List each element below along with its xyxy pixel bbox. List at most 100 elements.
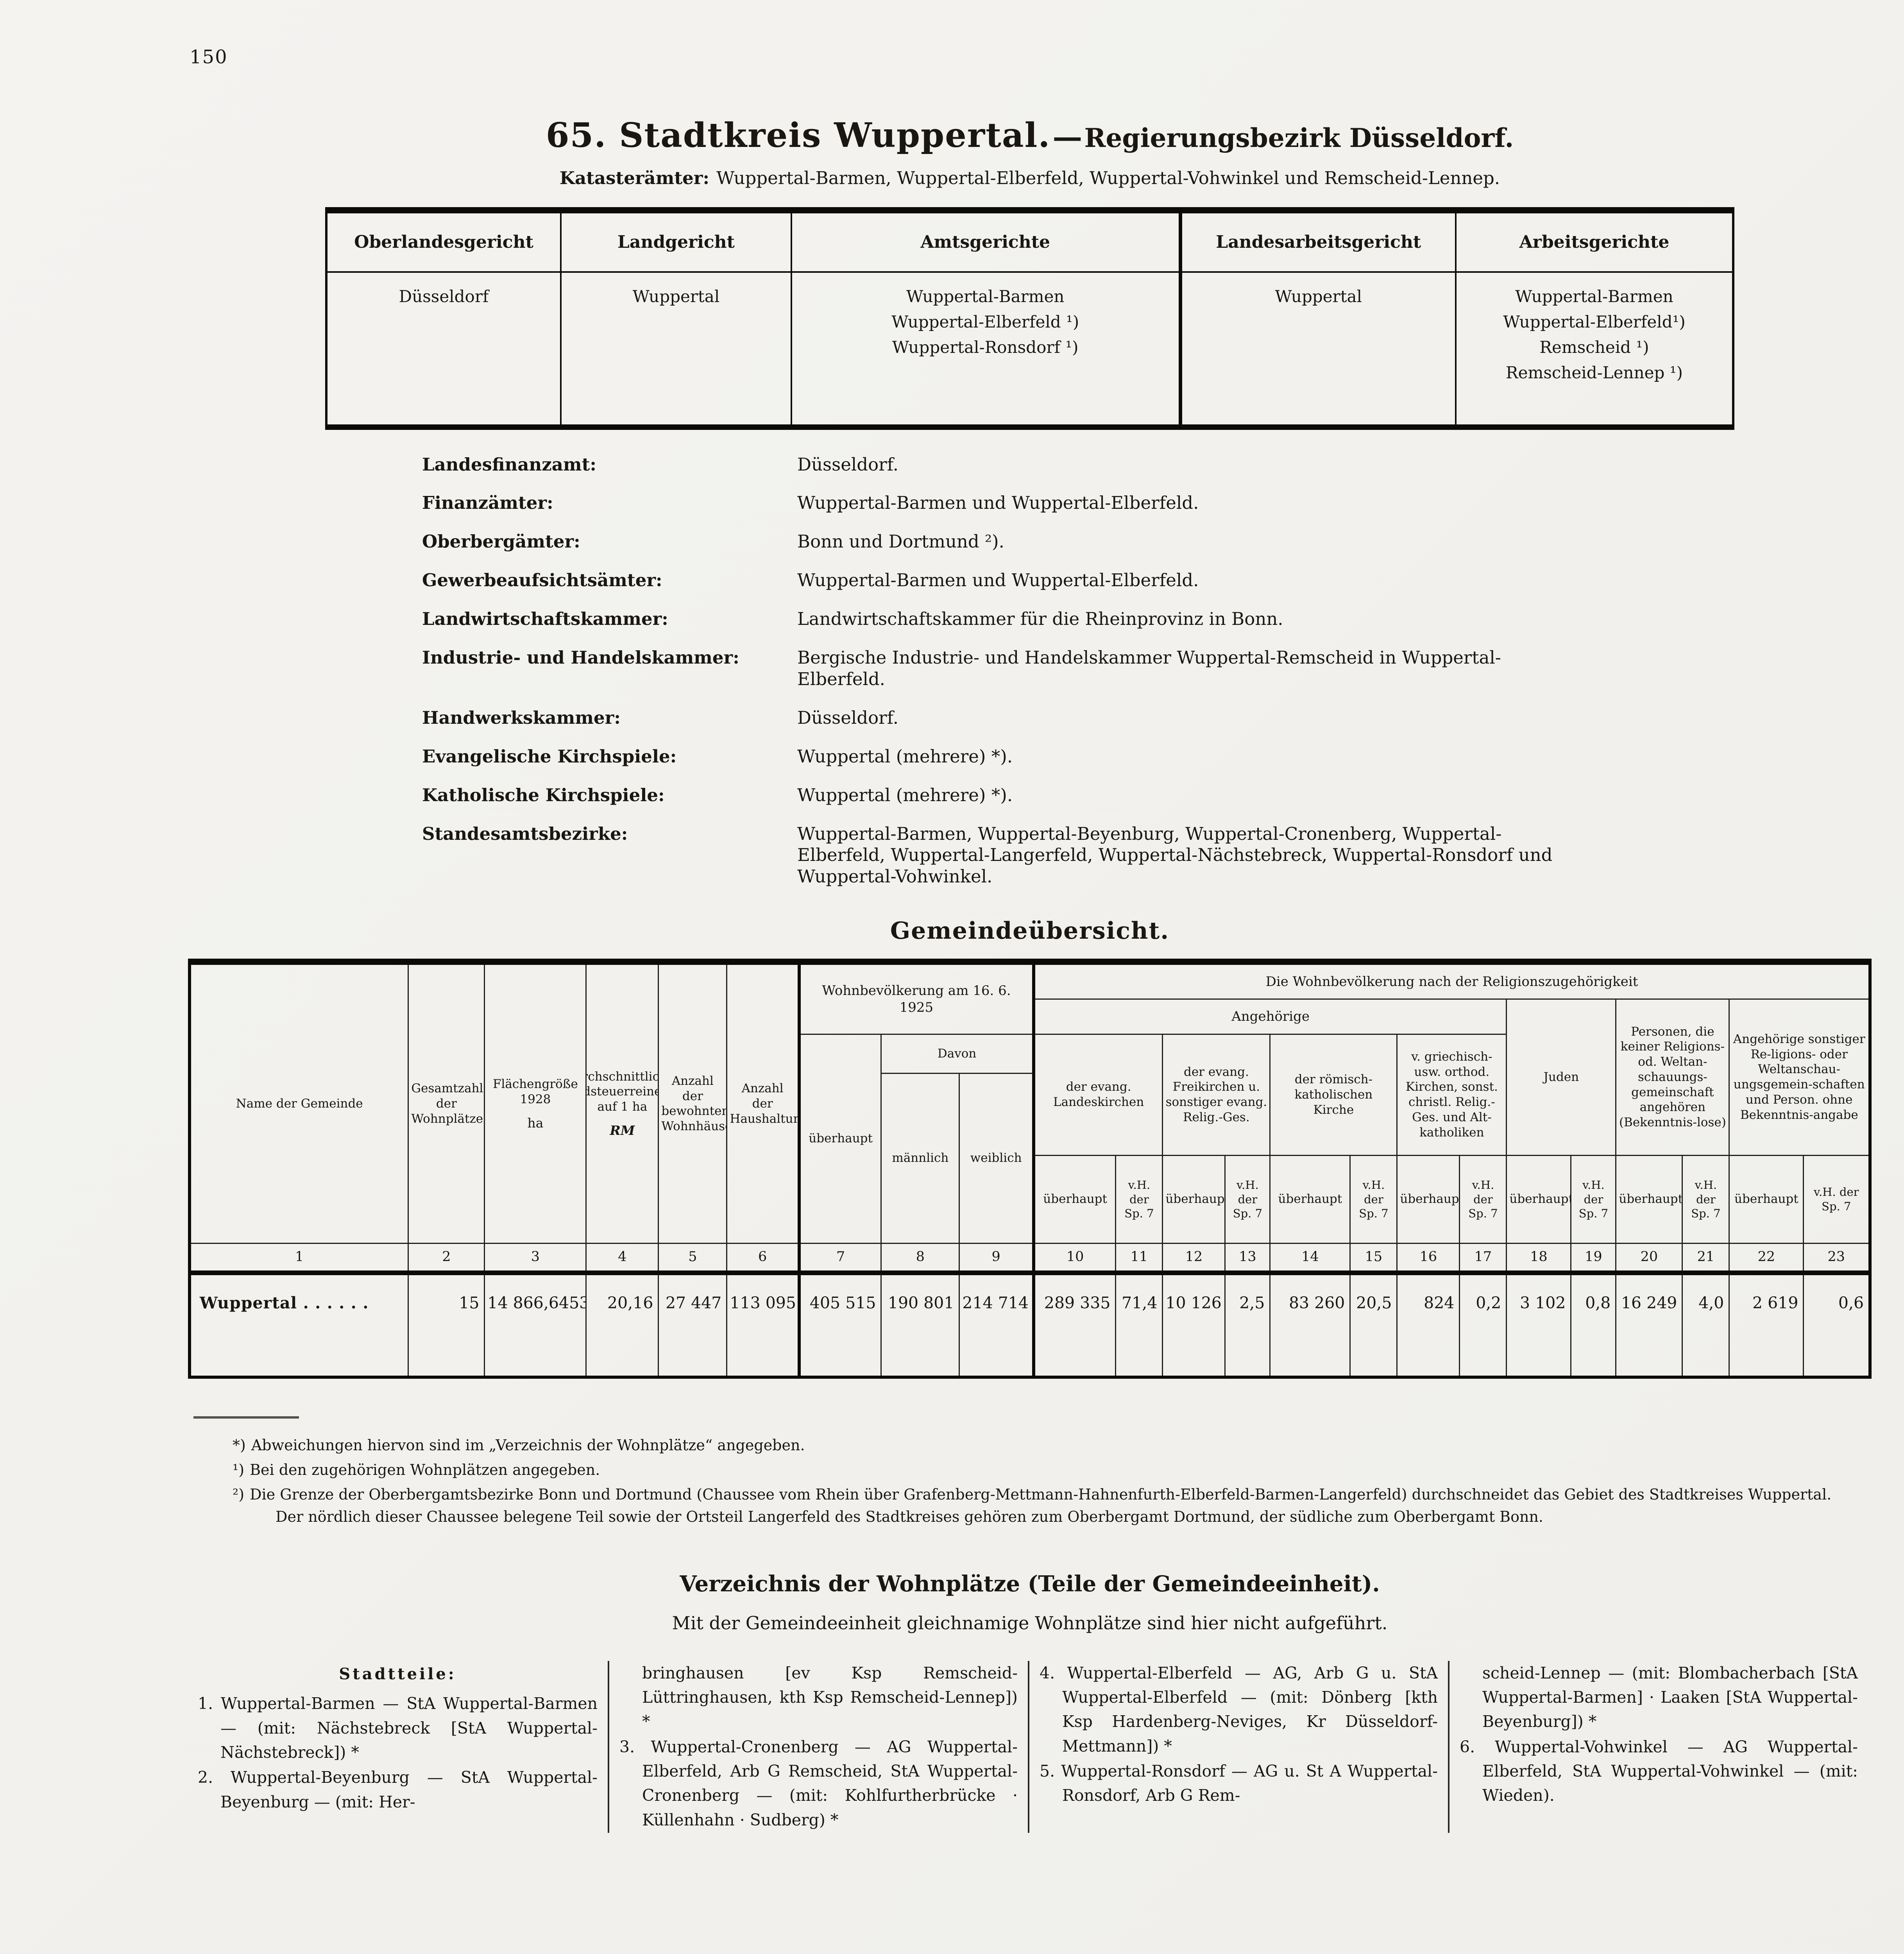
hdr-wohnbev-group: Wohnbevölkerung am 16. 6. 1925	[797, 961, 1034, 1035]
stadtteile-heading: Stadtteile:	[339, 1664, 456, 1683]
hdr-ueberhaupt-16: überhaupt	[1396, 1154, 1460, 1244]
page-title: 65. Stadtkreis Wuppertal. — Regierungsbe…	[188, 117, 1872, 154]
arbeitsgericht-1: Wuppertal-Barmen	[1515, 286, 1673, 306]
courts-data-row: Düsseldorf Wuppertal Wuppertal-Barmen Wu…	[326, 271, 1734, 428]
colnum-15: 15	[1349, 1242, 1398, 1275]
gemeinde-data-row: Wuppertal . . . . . . 15 14 866,6453 20,…	[189, 1272, 1871, 1378]
office-label: Handwerkskammer:	[422, 707, 621, 728]
hdr-wohnhaeuser: Anzahl der bewohnten Wohnhäuser	[658, 961, 728, 1244]
office-value: Düsseldorf.	[797, 707, 899, 728]
footnote-star: *) Abweichungen hiervon sind im „Verzeich…	[233, 1434, 1858, 1457]
office-value: Wuppertal-Barmen und Wuppertal-Elberfeld…	[797, 492, 1199, 514]
hdr-name: Name der Gemeinde	[189, 961, 409, 1244]
office-value: Wuppertal (mehrere) *).	[797, 784, 1013, 805]
wohnplaetze-column-4: scheid-Lennep — (mit: Blombacherbach [St…	[1448, 1661, 1868, 1833]
colnum-6: 6	[726, 1242, 800, 1275]
hdr-juden: Juden	[1506, 998, 1617, 1156]
colnum-8: 8	[880, 1242, 960, 1275]
cell-haushaltungen: 113 095	[726, 1272, 800, 1378]
cell-freikirchen-ueberhaupt: 10 126	[1162, 1272, 1226, 1378]
list-item: 4. Wuppertal-Elberfeld — AG, Arb G u. St…	[1040, 1663, 1438, 1755]
cell-flaeche: 14 866,6453	[484, 1272, 587, 1378]
cell-landesarbeitsgericht: Wuppertal	[1178, 271, 1457, 428]
office-value: Landwirtschaftskammer für die Rheinprovi…	[797, 608, 1283, 630]
arbeitsgericht-4: Remscheid-Lennep ¹)	[1506, 363, 1683, 382]
cell-bekenntnislose-vh: 4,0	[1682, 1272, 1730, 1378]
footnote-divider	[193, 1416, 299, 1419]
hdr-weiblich: weiblich	[959, 1072, 1034, 1244]
cell-juden-ueberhaupt: 3 102	[1506, 1272, 1572, 1378]
col-amtsgerichte: Amtsgerichte	[791, 209, 1181, 273]
hdr-wohnplaetze: Gesamtzahl der Wohnplätze	[408, 961, 485, 1244]
courts-table: Oberlandesgericht Landgericht Amtsgerich…	[325, 207, 1734, 430]
cell-evang-ueberhaupt: 289 335	[1032, 1272, 1117, 1378]
katasteraemter-line: Katasterämter: Wuppertal-Barmen, Wupperta…	[188, 168, 1872, 188]
gemeinde-header-row-3: überhaupt Davon der evang. Landeskirchen…	[190, 1033, 1870, 1244]
hdr-sonstige: Angehörige sonstiger Re-ligions- oder We…	[1729, 998, 1871, 1156]
office-label: Finanzämter:	[422, 492, 553, 514]
hdr-ueberhaupt-20: überhaupt	[1615, 1154, 1683, 1244]
hdr-religion-group: Die Wohnbevölkerung nach der Religionszu…	[1032, 961, 1871, 1000]
verzeichnis-heading: Verzeichnis der Wohnplätze (Teile der Ge…	[680, 1571, 1380, 1597]
colnum-19: 19	[1570, 1242, 1617, 1275]
wohnplaetze-column-1: Stadtteile: 1. Wuppertal-Barmen — StA Wu…	[188, 1661, 608, 1833]
cell-sonstige-ueberhaupt: 2 619	[1729, 1272, 1804, 1378]
colnum-14: 14	[1269, 1242, 1351, 1275]
arbeitsgericht-3: Remscheid ¹)	[1539, 337, 1649, 357]
verzeichnis-intro: Mit der Gemeindeeinheit gleichnamige Woh…	[672, 1612, 1388, 1634]
footnotes: *) Abweichungen hiervon sind im „Verzeich…	[233, 1434, 1858, 1528]
hdr-ueberhaupt-12: überhaupt	[1162, 1154, 1226, 1244]
hdr-vh-13: v.H. der Sp. 7	[1224, 1154, 1271, 1244]
cell-gemeinde-name: Wuppertal . . . . . .	[189, 1272, 409, 1378]
footnote-marker: *)	[233, 1436, 246, 1454]
list-item: 1. Wuppertal-Barmen — StA Wuppertal-Barm…	[198, 1694, 598, 1762]
footnote-1: ¹) Bei den zugehörigen Wohnplätzen angege…	[233, 1459, 1858, 1481]
gemeindeuebersicht-heading: Gemeindeübersicht.	[890, 917, 1170, 945]
gemeinde-header-row-2: Angehörige Juden Personen, die keiner Re…	[190, 998, 1871, 1156]
hdr-vh-21: v.H. der Sp. 7	[1682, 1154, 1730, 1244]
colnum-2: 2	[408, 1242, 485, 1275]
amtsgericht-3: Wuppertal-Ronsdorf ¹)	[892, 337, 1079, 357]
colnum-21: 21	[1682, 1242, 1730, 1275]
arbeitsgericht-2: Wuppertal-Elberfeld¹)	[1503, 312, 1686, 331]
col-landgericht: Landgericht	[560, 209, 792, 273]
hdr-bekenntnislose: Personen, die keiner Religions- od. Welt…	[1615, 998, 1730, 1156]
cell-evang-vh: 71,4	[1115, 1272, 1163, 1378]
wohnplaetze-column-3: 4. Wuppertal-Elberfeld — AG, Arb G u. St…	[1028, 1661, 1448, 1833]
hdr-ueberhaupt-18: überhaupt	[1506, 1154, 1572, 1244]
cell-maennlich: 190 801	[880, 1272, 960, 1378]
hdr-evang-freikirchen: der evang. Freikirchen u. sonstiger evan…	[1162, 1033, 1271, 1156]
gemeinde-table: Name der Gemeinde Gesamtzahl der Wohnplä…	[188, 959, 1872, 1379]
office-label: Landesfinanzamt:	[422, 454, 596, 475]
hdr-haushaltungen: Anzahl der Haushaltungen	[726, 961, 800, 1244]
hdr-grundsteuer: Durchschnittlicher Grundsteuerreinertrag…	[585, 961, 659, 1244]
hdr-flaeche: Flächengröße 1928 ha	[484, 961, 587, 1244]
col-oberlandesgericht: Oberlandesgericht	[326, 209, 562, 273]
colnum-18: 18	[1506, 1242, 1572, 1275]
colnum-16: 16	[1396, 1242, 1460, 1275]
footnote-marker: ¹)	[233, 1461, 245, 1478]
hdr-flaeche-unit: ha	[527, 1115, 544, 1131]
cell-amtsgerichte: Wuppertal-Barmen Wuppertal-Elberfeld ¹) …	[791, 271, 1181, 428]
colnum-5: 5	[658, 1242, 728, 1275]
cell-oberlandesgericht: Düsseldorf	[326, 271, 562, 428]
hdr-ueberhaupt-10: überhaupt	[1032, 1154, 1117, 1244]
page-number: 150	[190, 46, 228, 68]
office-label: Oberbergämter:	[422, 531, 580, 552]
title-secondary: Regierungsbezirk Düsseldorf.	[1084, 123, 1514, 153]
colnum-17: 17	[1459, 1242, 1507, 1275]
hdr-orthodox: v. griechisch-usw. orthod. Kirchen, sons…	[1396, 1033, 1507, 1156]
office-label: Evangelische Kirchspiele:	[422, 746, 677, 767]
offices-list: Landesfinanzamt: Düsseldorf. Finanzämter…	[422, 454, 1872, 888]
list-item-continuation: bringhausen [ev Ksp Remscheid-Lüttringha…	[642, 1663, 1018, 1731]
colnum-22: 22	[1729, 1242, 1804, 1275]
hdr-roem-kath: der römisch-katholischen Kirche	[1269, 1033, 1398, 1156]
wohnplaetze-column-2: bringhausen [ev Ksp Remscheid-Lüttringha…	[608, 1661, 1028, 1833]
cell-wohnplaetze: 15	[408, 1272, 485, 1378]
colnum-13: 13	[1224, 1242, 1271, 1275]
office-value: Wuppertal (mehrere) *).	[797, 746, 1013, 767]
footnote-2: ²) Die Grenze der Oberbergamtsbezirke Bon…	[233, 1483, 1858, 1528]
col-landesarbeitsgericht: Landesarbeitsgericht	[1178, 209, 1457, 273]
colnum-23: 23	[1803, 1242, 1871, 1275]
